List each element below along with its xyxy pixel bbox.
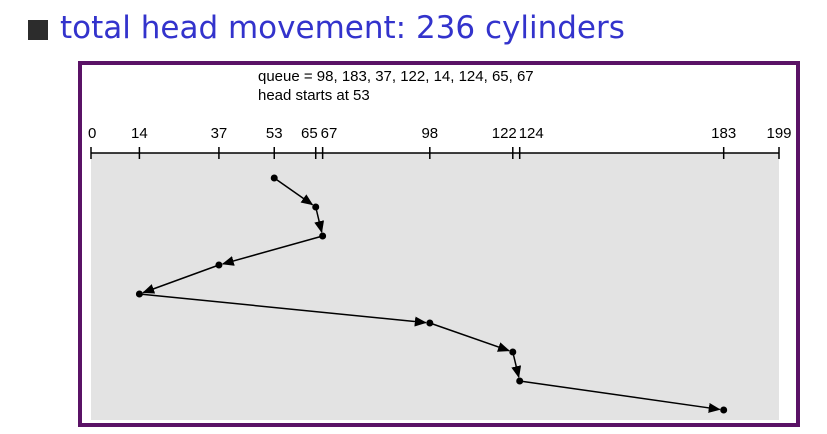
- tick-label: 37: [211, 125, 228, 142]
- tick-label: 0: [88, 125, 96, 142]
- head-move-arrow: [314, 206, 325, 234]
- head-move-arrow: [142, 264, 220, 294]
- bullet-point: total head movement: 236 cylinders: [28, 6, 625, 50]
- request-point: [135, 290, 143, 298]
- request-point: [270, 174, 278, 182]
- head-move-arrow: [519, 380, 721, 413]
- request-point: [516, 377, 524, 385]
- queue-caption: queue = 98, 183, 37, 122, 14, 124, 65, 6…: [258, 67, 534, 105]
- tick-label: 53: [266, 125, 283, 142]
- head-move-arrow: [139, 293, 427, 327]
- request-points: [135, 174, 728, 414]
- x-axis-ticks: 0 14 37 53 65 67 98 122 124 183 199: [88, 125, 792, 159]
- tick-label: 98: [421, 125, 438, 142]
- tick-label: 67: [321, 125, 338, 142]
- tick-label: 199: [766, 125, 791, 142]
- tick-label: 14: [131, 125, 148, 142]
- head-move-arrow: [511, 351, 522, 379]
- request-point: [509, 348, 517, 356]
- request-point: [319, 232, 327, 240]
- queue-line: queue = 98, 183, 37, 122, 14, 124, 65, 6…: [258, 68, 534, 85]
- sstf-scheduling-figure: 0 14 37 53 65 67 98 122 124 183 199 queue = 98, 18…: [78, 61, 800, 427]
- tick-label: 183: [711, 125, 736, 142]
- total-head-movement-text: total head movement: 236 cylinders: [60, 10, 625, 46]
- head-start-line: head starts at 53: [258, 87, 370, 104]
- head-path: [139, 177, 721, 413]
- tick-label: 122: [492, 125, 517, 142]
- square-bullet-icon: [28, 20, 48, 40]
- request-point: [720, 406, 728, 414]
- request-point: [215, 261, 223, 269]
- head-move-arrow: [221, 235, 323, 266]
- head-move-arrow: [273, 177, 314, 206]
- request-point: [426, 319, 434, 327]
- tick-label: 65: [301, 125, 318, 142]
- request-point: [312, 203, 320, 211]
- tick-label: 124: [519, 125, 544, 142]
- head-movement-chart: 0 14 37 53 65 67 98 122 124 183 199: [88, 125, 792, 420]
- plot-background: [91, 153, 779, 420]
- head-move-arrow: [429, 322, 510, 352]
